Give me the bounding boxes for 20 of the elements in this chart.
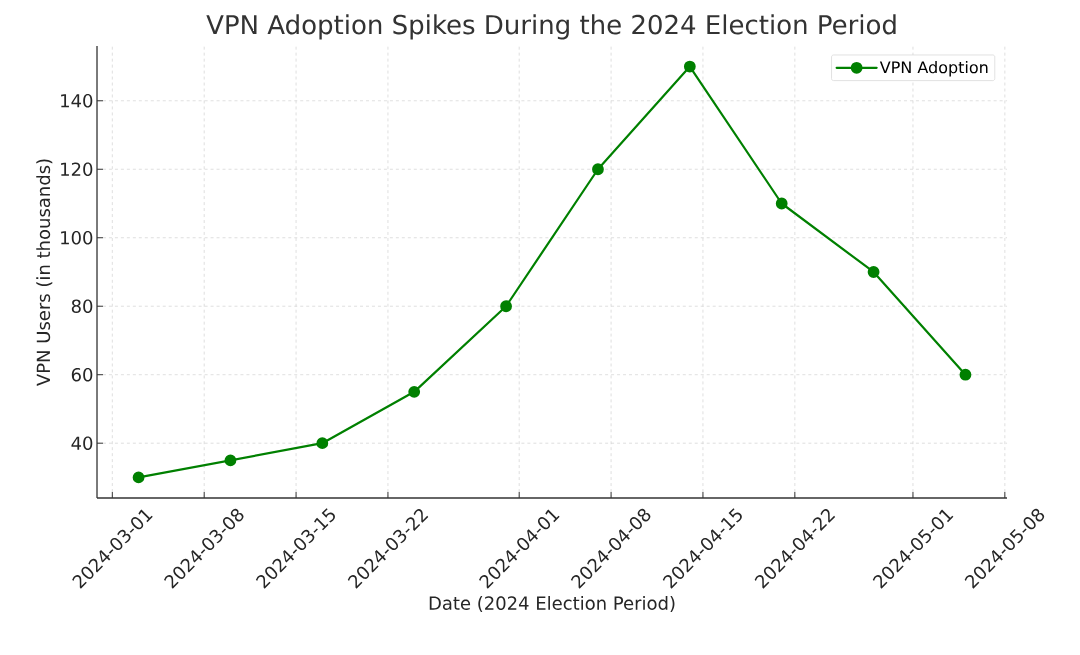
point: [408, 385, 421, 398]
point: [500, 300, 512, 313]
y-tick-label: 100: [61, 230, 93, 245]
legend-label: VPN Adoption: [879, 60, 988, 77]
y-tick-label: 80: [71, 299, 93, 314]
chart-title: VPN Adoption Spikes During the 2024 Election Period: [206, 14, 896, 40]
point: [683, 60, 696, 73]
point: [959, 368, 972, 381]
y-tick-label: 140: [61, 93, 93, 108]
point: [132, 471, 145, 484]
point: [224, 454, 237, 467]
point: [867, 266, 880, 278]
point: [316, 437, 329, 450]
point: [775, 197, 788, 210]
y-tick-label: 40: [71, 436, 93, 450]
y-axis-title: VPN Users (in thousands): [36, 159, 53, 386]
y-tick-label: 60: [71, 367, 93, 382]
y-tick-label: 120: [61, 162, 93, 177]
x-axis-title: Date (2024 Election Period): [429, 596, 675, 613]
point: [592, 163, 604, 176]
